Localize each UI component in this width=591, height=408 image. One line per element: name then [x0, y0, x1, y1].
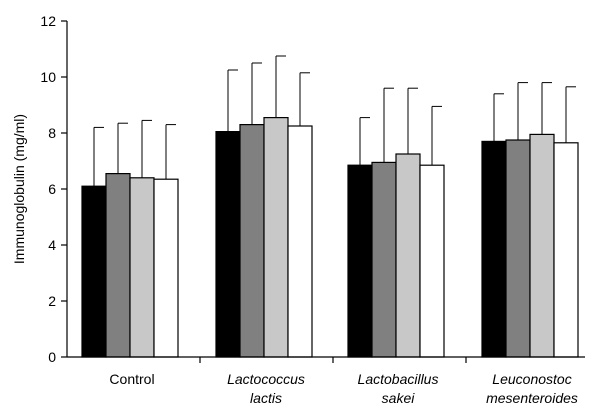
category-label-2-line-1: Lactococcus	[227, 371, 305, 387]
bar-s1-c1	[81, 185, 107, 358]
bar-s4-c4	[553, 142, 579, 358]
bar-s3-c3	[395, 153, 421, 358]
category-label-2-line-2: lactis	[250, 390, 282, 406]
bar-s3-c1	[129, 177, 155, 358]
bar-s2-c2	[239, 123, 265, 358]
bar-s3-c4	[529, 133, 555, 358]
bars-layer	[81, 55, 579, 358]
y-tick-label-6: 6	[48, 181, 56, 197]
y-tick-label-8: 8	[48, 125, 56, 141]
bar-s4-c1	[153, 178, 179, 358]
axes-layer: 0 2 4 6 8 10 12 Control Lactococcus lactis Lactoba…	[40, 13, 585, 406]
bar-s4-c2	[287, 125, 313, 358]
bar-s2-c1	[105, 173, 131, 358]
category-label-4-line-1: Leuconostoc	[492, 371, 571, 387]
bar-s3-c2	[263, 116, 289, 358]
category-label-3-line-1: Lactobacillus	[358, 371, 439, 387]
y-tick-label-0: 0	[48, 349, 56, 365]
bar-s1-c2	[215, 131, 241, 358]
bar-s2-c3	[371, 161, 397, 358]
bar-s4-c3	[419, 164, 445, 358]
category-label-4-line-2: mesenteroides	[486, 390, 578, 406]
y-tick-label-2: 2	[48, 293, 56, 309]
category-label-1-line-1: Control	[109, 371, 154, 387]
y-tick-label-12: 12	[40, 13, 56, 29]
y-tick-label-10: 10	[40, 69, 56, 85]
y-axis-label: Immunoglobulin (mg/ml)	[11, 114, 27, 264]
bar-s1-c4	[481, 140, 507, 358]
y-tick-label-4: 4	[48, 237, 56, 253]
bar-s2-c4	[505, 139, 531, 358]
category-label-3-line-2: sakei	[382, 390, 416, 406]
bar-s1-c3	[347, 164, 373, 358]
